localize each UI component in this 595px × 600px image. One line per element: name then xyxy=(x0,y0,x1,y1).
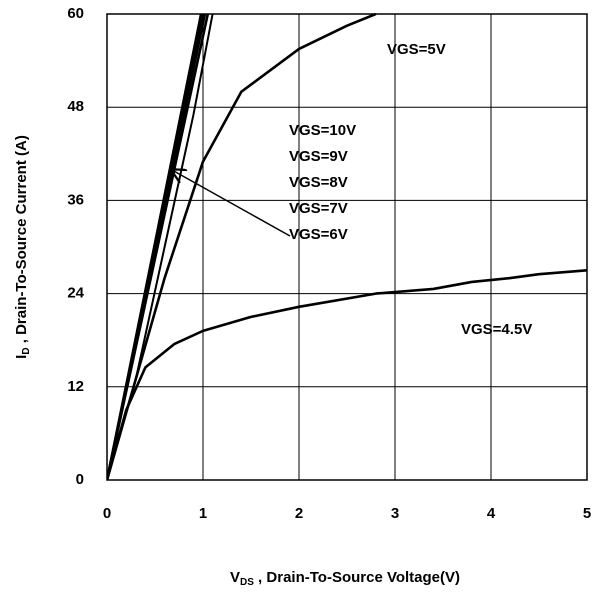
x-tick-label: 2 xyxy=(295,505,303,522)
series-line xyxy=(107,13,210,480)
series-label: VGS=9V xyxy=(289,148,348,165)
axis-label-text: , Drain-To-Source Current (A) xyxy=(13,135,30,347)
plot-frame xyxy=(106,13,588,481)
annotation-arrow xyxy=(172,170,291,237)
y-tick-label: 24 xyxy=(67,285,84,302)
y-tick-label: 12 xyxy=(67,378,84,395)
x-tick-label: 0 xyxy=(103,505,111,522)
axis-label-symbol: I xyxy=(13,355,30,359)
y-tick-label: 48 xyxy=(67,98,84,115)
series-label: VGS=8V xyxy=(289,174,348,191)
y-tick-label: 60 xyxy=(67,5,84,22)
ylabel: ID , Drain-To-Source Current (A) xyxy=(13,135,32,359)
series-label: VGS=4.5V xyxy=(461,321,532,338)
series-label: VGS=6V xyxy=(289,226,348,243)
series-line xyxy=(107,269,587,480)
series-label: VGS=10V xyxy=(289,122,356,139)
series-label: VGS=7V xyxy=(289,200,348,217)
series-line xyxy=(107,13,377,480)
xlabel: VDS , Drain-To-Source Voltage(V) xyxy=(230,569,460,588)
x-tick-label: 3 xyxy=(391,505,399,522)
y-tick-label: 36 xyxy=(67,191,84,208)
series-label: VGS=5V xyxy=(387,41,446,58)
axis-label-subscript: D xyxy=(21,347,32,354)
x-tick-label: 5 xyxy=(583,505,591,522)
x-tick-label: 1 xyxy=(199,505,207,522)
axis-label-text: , Drain-To-Source Voltage(V) xyxy=(254,569,460,586)
axis-label-subscript: DS xyxy=(240,577,254,588)
x-tick-label: 4 xyxy=(487,505,496,522)
y-tick-label: 0 xyxy=(76,471,84,488)
axis-label-symbol: V xyxy=(230,569,240,586)
